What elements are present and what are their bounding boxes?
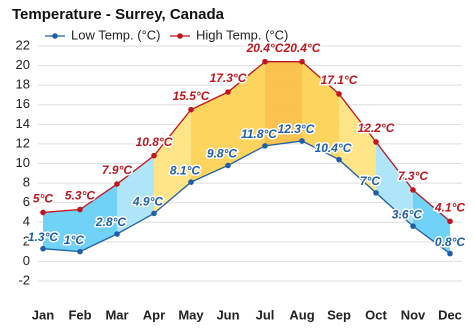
value-label: 10.4°C	[315, 141, 352, 155]
point	[410, 187, 416, 193]
value-label: 0.8°C	[435, 235, 465, 249]
value-label: 17.1°C	[321, 73, 358, 87]
point	[188, 179, 194, 185]
point	[373, 190, 379, 196]
value-label: 2.8°C	[95, 215, 126, 229]
range-band	[80, 184, 117, 252]
range-band	[228, 61, 265, 166]
point	[373, 139, 379, 145]
value-label: 7.9°C	[102, 163, 132, 177]
y-tick-label: 4	[23, 214, 30, 229]
value-label: 9.8°C	[207, 147, 237, 161]
point	[151, 210, 157, 217]
legend-label: High Temp. (°C)	[196, 27, 288, 42]
value-label: 7°C	[360, 174, 380, 188]
x-tick-label: Jul	[256, 307, 275, 322]
point	[188, 106, 194, 113]
y-tick-label: 10	[16, 155, 30, 170]
y-tick-label: 0	[23, 253, 30, 268]
value-label: 4.9°C	[132, 195, 163, 209]
x-tick-label: Sep	[327, 307, 351, 322]
value-label: 1.3°C	[28, 230, 58, 244]
x-tick-label: Mar	[105, 307, 128, 322]
point	[410, 223, 416, 229]
value-label: 5.3°C	[65, 189, 95, 203]
point	[77, 248, 83, 255]
y-tick-label: 12	[16, 135, 30, 150]
point	[225, 89, 231, 95]
range-band	[339, 93, 376, 193]
y-tick-label: -2	[18, 272, 30, 287]
range-band	[265, 61, 302, 146]
value-label: 20.4°C	[283, 41, 321, 55]
x-tick-label: Nov	[401, 307, 426, 322]
value-label: 17.3°C	[210, 71, 247, 85]
value-label: 8.1°C	[170, 163, 200, 177]
x-tick-label: Jun	[216, 307, 239, 322]
y-tick-label: 8	[23, 175, 30, 190]
point	[262, 143, 268, 149]
point	[114, 181, 120, 187]
legend-marker	[177, 33, 183, 39]
y-tick-label: 20	[16, 57, 30, 72]
x-tick-label: Oct	[365, 307, 387, 322]
range-band	[117, 155, 154, 234]
x-tick-label: Dec	[438, 307, 462, 322]
y-tick-label: 14	[16, 116, 30, 131]
y-tick-label: 18	[16, 77, 30, 92]
value-label: 15.5°C	[173, 89, 210, 103]
range-band	[154, 109, 191, 214]
range-band	[43, 209, 80, 252]
point	[40, 245, 46, 252]
y-tick-label: 6	[23, 194, 30, 209]
value-label: 20.4°C	[246, 41, 284, 55]
point	[151, 152, 157, 159]
point	[262, 58, 268, 65]
point	[114, 231, 120, 237]
x-tick-label: Apr	[143, 307, 165, 322]
legend-marker	[52, 33, 58, 39]
value-label: 12.2°C	[358, 121, 395, 135]
point	[336, 156, 342, 163]
range-band	[191, 92, 228, 183]
x-tick-label: Jan	[32, 307, 54, 322]
value-label: 4.1°C	[434, 200, 465, 214]
point	[299, 138, 305, 144]
x-tick-label: May	[178, 307, 204, 322]
point	[225, 162, 231, 169]
point	[40, 209, 46, 216]
y-tick-label: 16	[16, 96, 30, 111]
chart-title: Temperature - Surrey, Canada	[12, 6, 225, 23]
value-label: 10.8°C	[136, 135, 173, 149]
value-label: 1°C	[64, 233, 84, 247]
y-tick-label: 2	[23, 233, 30, 248]
legend-label: Low Temp. (°C)	[71, 27, 160, 42]
range-band	[376, 141, 413, 227]
point	[447, 250, 453, 257]
value-label: 7.3°C	[398, 169, 428, 183]
point	[77, 206, 83, 213]
point	[447, 218, 453, 225]
range-band	[413, 189, 450, 254]
x-tick-label: Feb	[68, 307, 91, 322]
series-line	[42, 140, 451, 255]
point	[299, 58, 305, 65]
value-label: 5°C	[33, 192, 53, 206]
value-label: 11.8°C	[241, 127, 277, 141]
point	[336, 91, 342, 97]
y-tick-label: 22	[16, 37, 30, 52]
value-label: 3.6°C	[392, 207, 422, 221]
series-line	[42, 61, 451, 222]
x-tick-label: Aug	[289, 307, 314, 322]
value-label: 12.3°C	[278, 122, 315, 136]
